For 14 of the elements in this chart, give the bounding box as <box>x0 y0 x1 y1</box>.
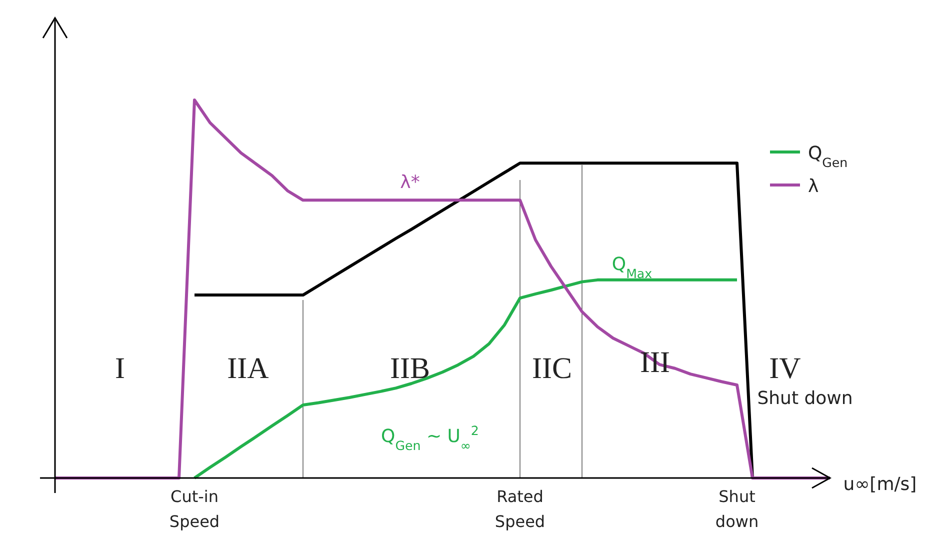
annotation: IV <box>769 352 802 385</box>
legend-label: λ <box>808 176 819 197</box>
x-tick-label: Rated Speed <box>494 487 546 531</box>
annotation: IIC <box>532 352 572 385</box>
x-axis-title: u∞[m/s] <box>843 474 917 495</box>
legend-label: Q$_{Gen}$ <box>808 143 848 170</box>
x-tick-label: Shut down <box>715 487 759 531</box>
annotation: I <box>115 352 125 385</box>
annotation: λ* <box>400 172 420 193</box>
annotation: Q$_{Max}$ <box>612 254 653 280</box>
annotation: IIA <box>227 352 270 385</box>
x-tick-label: Cut-in Speed <box>169 487 220 531</box>
annotation: IIB <box>390 352 430 385</box>
annotation: Shut down <box>757 388 853 409</box>
